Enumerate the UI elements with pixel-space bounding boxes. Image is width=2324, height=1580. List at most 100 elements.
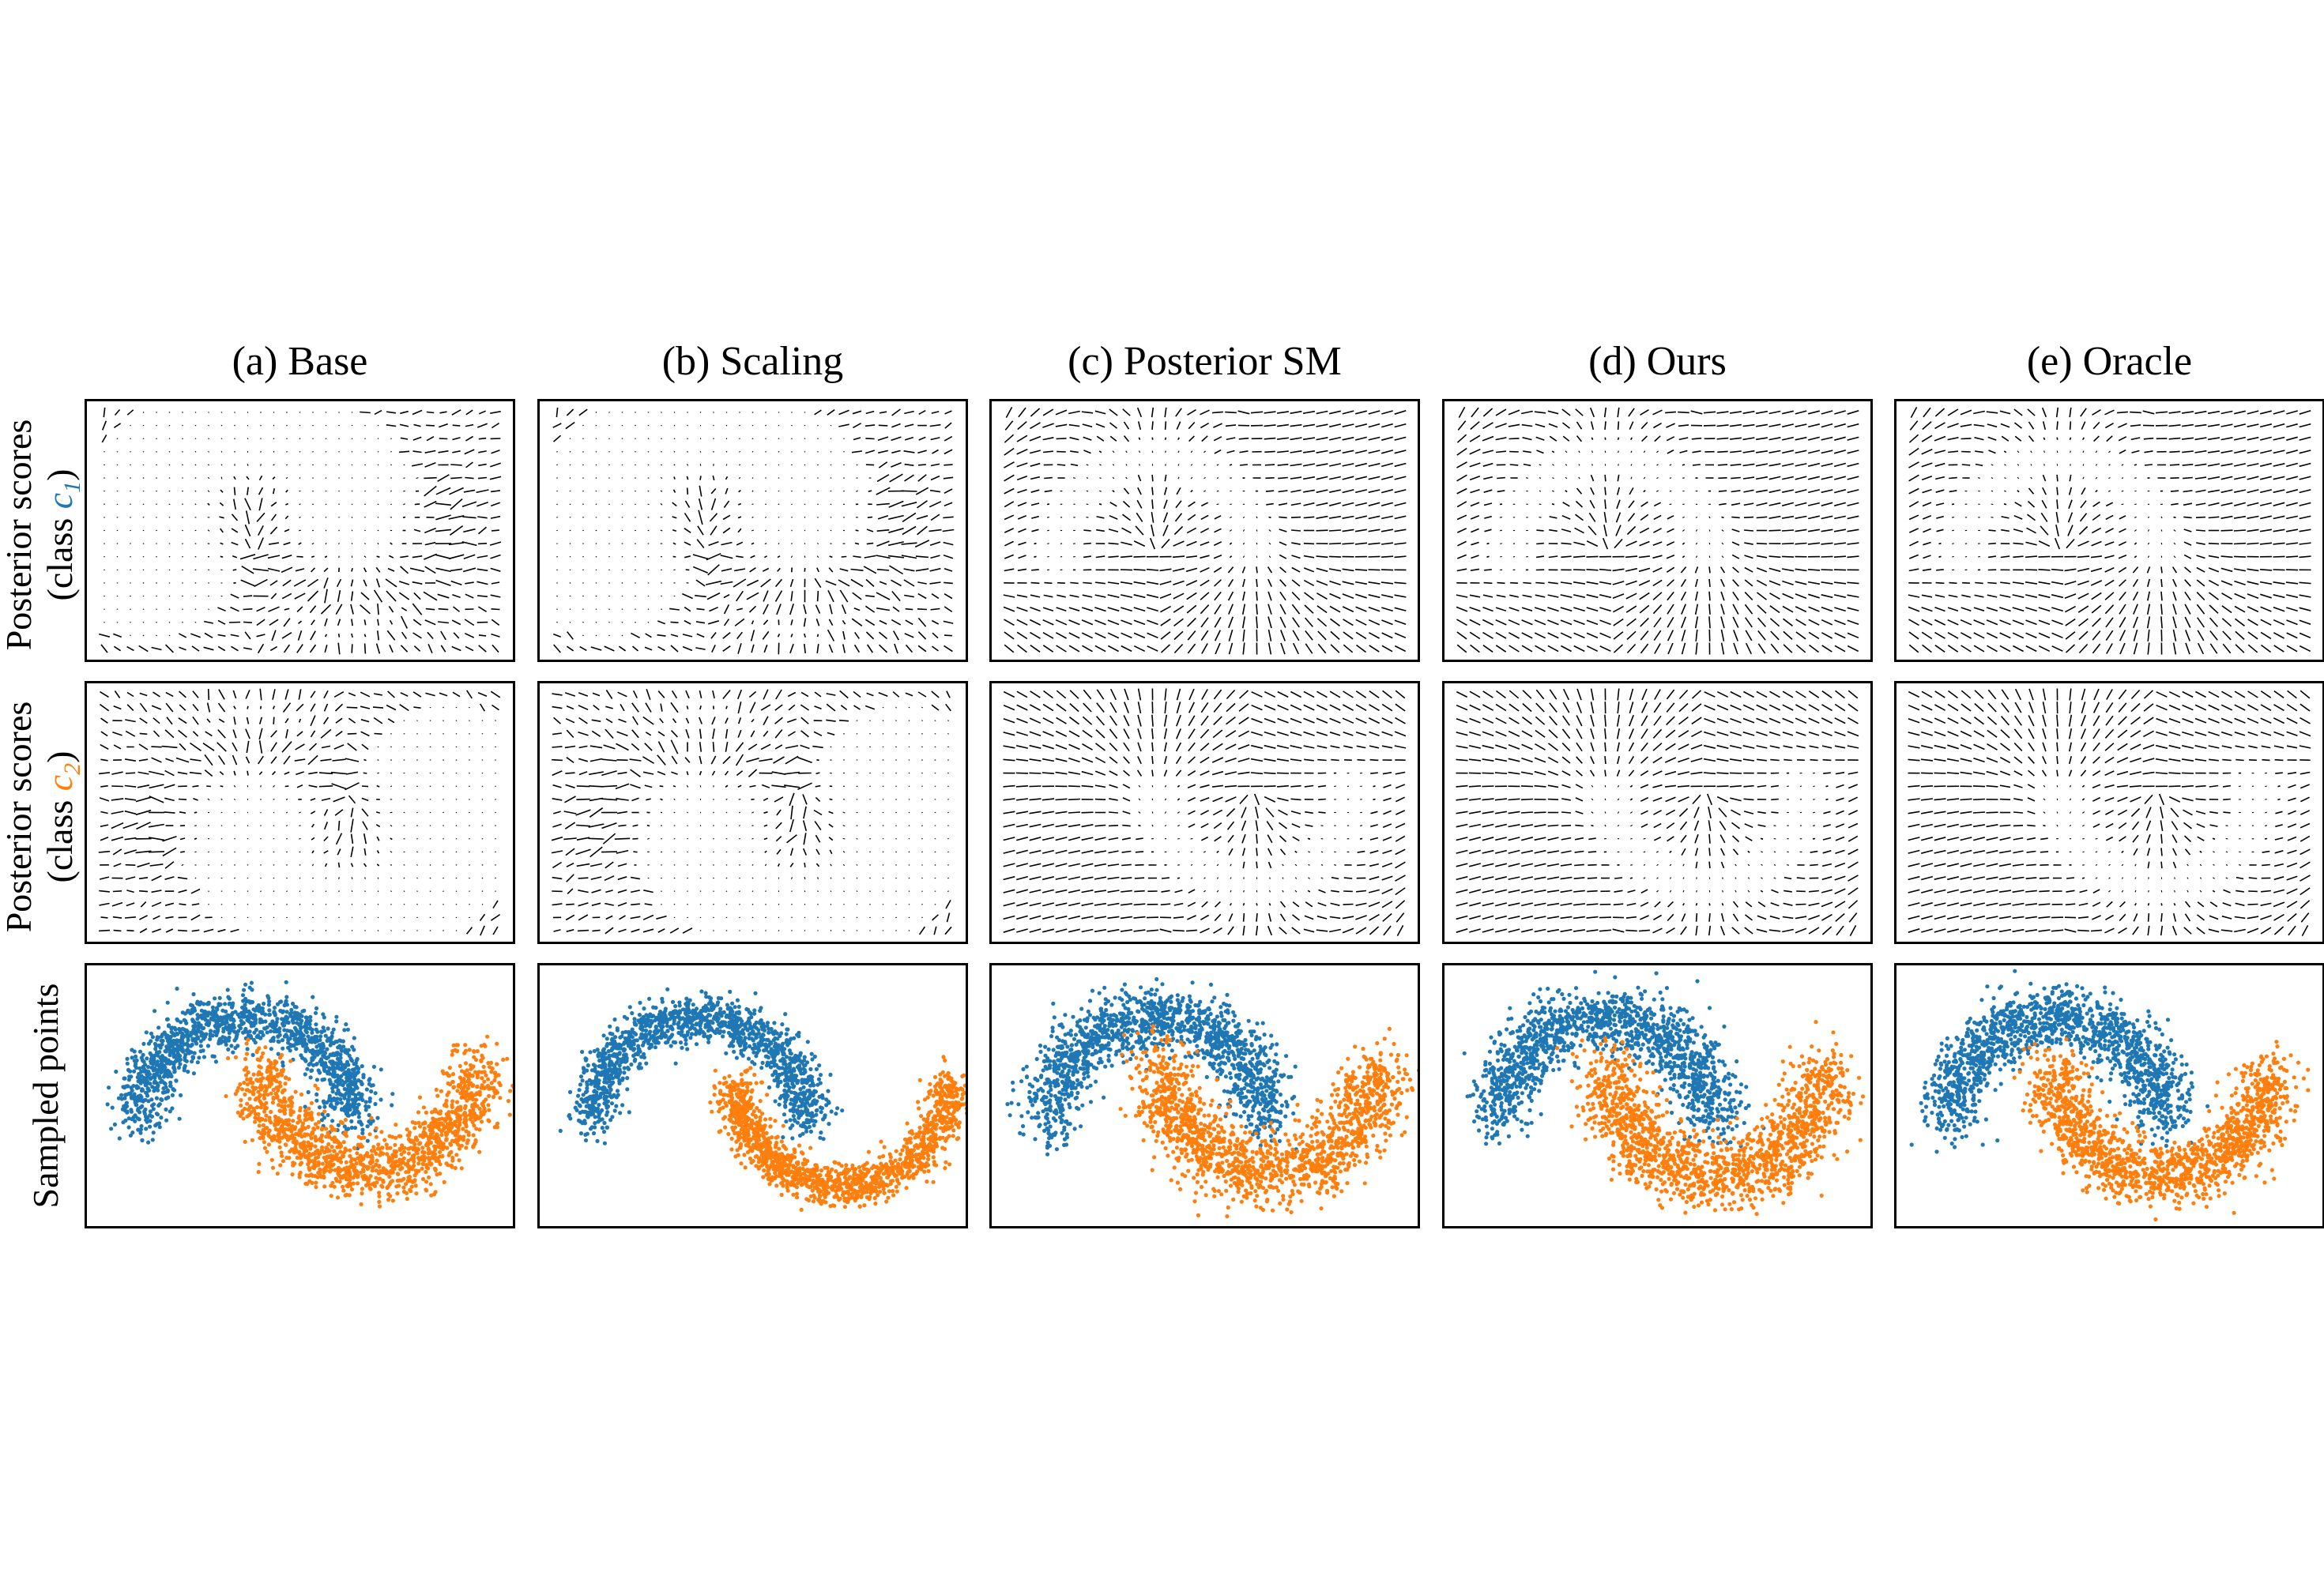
score-arrow xyxy=(1691,437,1702,440)
score-arrow xyxy=(685,717,690,724)
score-arrow xyxy=(2160,542,2163,545)
score-arrow xyxy=(1042,437,1054,441)
score-arrow xyxy=(390,851,393,853)
score-arrow xyxy=(814,577,822,589)
score-arrow xyxy=(113,705,122,710)
score-arrow xyxy=(1469,745,1481,749)
score-arrow xyxy=(1576,742,1583,752)
score-arrow xyxy=(695,621,706,624)
score-arrow xyxy=(399,566,409,574)
score-arrow xyxy=(1630,464,1633,466)
score-arrow xyxy=(270,742,277,752)
score-arrow xyxy=(452,594,461,599)
score-arrow xyxy=(435,579,451,587)
score-arrow xyxy=(1030,462,1041,467)
score-arrow xyxy=(2173,555,2176,559)
score-arrow xyxy=(1678,437,1689,441)
score-arrow xyxy=(1107,594,1120,598)
score-arrow xyxy=(1588,863,1597,866)
score-arrow xyxy=(1268,542,1271,545)
score-arrow xyxy=(208,438,209,440)
score-arrow xyxy=(1096,435,1105,442)
score-arrow xyxy=(1834,423,1846,428)
score-arrow xyxy=(1068,757,1080,763)
score-arrow xyxy=(725,464,728,466)
score-arrow xyxy=(1290,489,1301,493)
score-arrow xyxy=(1082,423,1093,428)
score-arrow xyxy=(230,606,239,612)
score-arrow xyxy=(1456,798,1468,801)
score-arrow xyxy=(710,525,718,536)
score-arrow xyxy=(425,608,435,611)
score-arrow xyxy=(284,608,290,611)
score-arrow xyxy=(286,438,288,440)
score-arrow xyxy=(1041,758,1055,762)
score-arrow xyxy=(1576,435,1583,442)
score-arrow xyxy=(1242,903,1245,906)
score-arrow xyxy=(815,834,821,843)
score-arrow xyxy=(2234,476,2246,480)
score-arrow xyxy=(1004,644,1015,653)
score-arrow xyxy=(569,582,571,584)
score-arrow xyxy=(842,811,846,814)
score-arrow xyxy=(748,690,757,698)
score-arrow xyxy=(2196,579,2205,587)
score-arrow xyxy=(1069,437,1079,441)
score-arrow xyxy=(179,646,186,651)
score-arrow xyxy=(1016,462,1028,468)
score-arrow xyxy=(578,758,589,762)
score-arrow xyxy=(865,410,875,415)
score-arrow xyxy=(1695,529,1698,532)
score-arrow xyxy=(2160,591,2163,601)
score-arrow xyxy=(1056,438,1067,440)
quiver-plot xyxy=(552,407,955,655)
score-arrow xyxy=(642,928,654,933)
score-arrow xyxy=(687,424,688,427)
score-arrow xyxy=(1808,631,1820,640)
score-arrow xyxy=(1921,462,1933,468)
class-c2-symbol: c2 xyxy=(40,763,85,791)
score-arrow xyxy=(450,568,463,572)
score-arrow xyxy=(1176,421,1181,430)
score-arrow xyxy=(589,771,604,776)
score-arrow xyxy=(2260,436,2272,441)
score-arrow xyxy=(1833,462,1847,468)
score-arrow xyxy=(2172,629,2177,641)
score-arrow xyxy=(563,811,577,814)
score-arrow xyxy=(232,742,238,752)
score-arrow xyxy=(2171,502,2179,506)
score-arrow xyxy=(1520,837,1534,841)
score-arrow xyxy=(194,438,197,440)
score-arrow xyxy=(310,703,316,712)
score-arrow xyxy=(1394,476,1407,480)
score-arrow xyxy=(2221,618,2232,627)
score-arrow xyxy=(1316,915,1328,920)
score-arrow xyxy=(1121,645,1132,653)
score-arrow xyxy=(1147,632,1158,639)
score-arrow xyxy=(931,704,940,711)
score-arrow xyxy=(1291,555,1301,559)
score-arrow xyxy=(2273,619,2285,626)
score-arrow xyxy=(1250,424,1264,427)
score-arrow xyxy=(619,915,626,920)
score-arrow xyxy=(673,476,676,480)
score-arrow xyxy=(1329,489,1341,493)
score-arrow xyxy=(1921,448,1933,455)
score-arrow xyxy=(377,890,379,893)
score-arrow xyxy=(1200,541,1210,546)
score-arrow xyxy=(564,745,576,749)
score-arrow xyxy=(1483,502,1493,506)
score-arrow xyxy=(1304,784,1314,788)
score-arrow xyxy=(932,449,939,454)
score-arrow xyxy=(1109,770,1118,777)
score-arrow xyxy=(1821,581,1833,585)
score-arrow xyxy=(217,742,227,752)
score-arrow xyxy=(243,608,253,611)
score-arrow xyxy=(307,578,319,588)
score-arrow xyxy=(338,529,340,532)
score-arrow xyxy=(1614,538,1623,549)
score-arrow xyxy=(2169,450,2180,453)
score-arrow xyxy=(786,834,797,844)
score-arrow xyxy=(491,619,500,626)
score-arrow xyxy=(1068,771,1081,775)
